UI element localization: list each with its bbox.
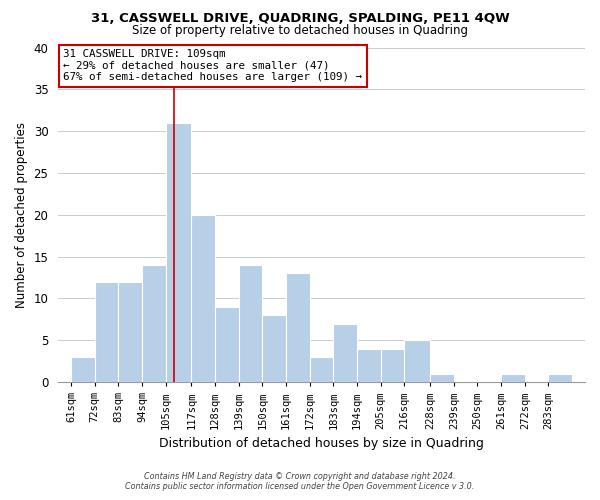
Bar [71,357,95,382]
Bar [381,348,404,382]
Text: 31, CASSWELL DRIVE, QUADRING, SPALDING, PE11 4QW: 31, CASSWELL DRIVE, QUADRING, SPALDING, … [91,12,509,26]
Text: Contains HM Land Registry data © Crown copyright and database right 2024.
Contai: Contains HM Land Registry data © Crown c… [125,472,475,491]
Bar [310,357,334,382]
Bar [166,123,191,382]
Bar [95,282,118,382]
Bar [239,265,262,382]
Bar [118,282,142,382]
Bar [142,265,166,382]
Bar [548,374,572,382]
Bar [286,274,310,382]
Text: 31 CASSWELL DRIVE: 109sqm
← 29% of detached houses are smaller (47)
67% of semi-: 31 CASSWELL DRIVE: 109sqm ← 29% of detac… [64,49,362,82]
Y-axis label: Number of detached properties: Number of detached properties [15,122,28,308]
Bar [191,215,215,382]
Bar [501,374,525,382]
Bar [334,324,357,382]
Bar [262,315,286,382]
Bar [357,348,381,382]
X-axis label: Distribution of detached houses by size in Quadring: Distribution of detached houses by size … [159,437,484,450]
Bar [404,340,430,382]
Bar [215,307,239,382]
Text: Size of property relative to detached houses in Quadring: Size of property relative to detached ho… [132,24,468,37]
Bar [430,374,454,382]
